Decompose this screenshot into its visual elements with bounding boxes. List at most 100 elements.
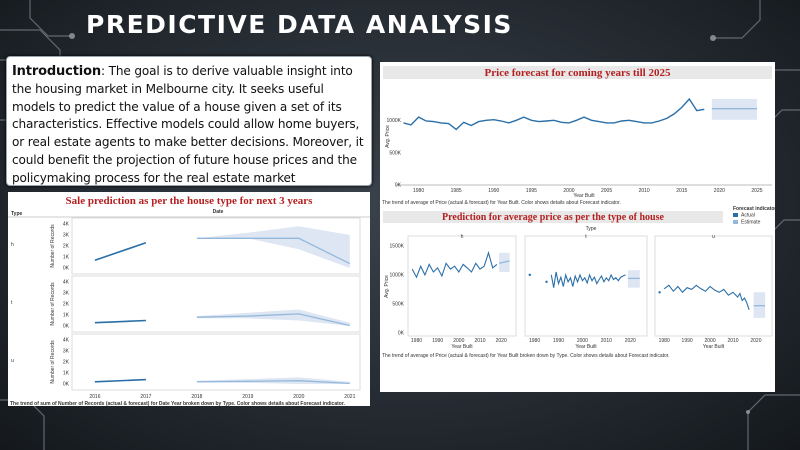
sale-y-tick: 1K (63, 255, 70, 261)
type-chart-title: Prediction for average price as per the … (442, 212, 664, 223)
price-x-tick: 2010 (639, 188, 650, 194)
legend-item-estimate: Estimate (741, 220, 761, 226)
price-x-tick: 2025 (751, 188, 762, 194)
sale-chart-title: Sale prediction as per the house type fo… (65, 195, 313, 207)
sale-estimate-line-u (196, 380, 350, 385)
type-actual-line-t (550, 271, 626, 288)
type-panel-h (407, 235, 517, 337)
type-x-tick: 2000 (704, 338, 715, 344)
sale-panel-label-t: t (11, 300, 13, 306)
type-row-header: Type (11, 211, 23, 217)
sale-estimate-line-t (196, 313, 350, 327)
price-y-tick: 500K (389, 150, 401, 156)
type-x-tick: 2010 (601, 338, 612, 344)
sale-actual-line-t (94, 319, 146, 324)
price-actual-line (403, 97, 705, 131)
sale-forecast-band-h (196, 226, 350, 268)
price-y-tick: 1000K (387, 118, 402, 124)
sale-x-tick: 2021 (344, 394, 355, 400)
price-chart-svg: Avg. Price 0K 500K 1000K 1980 1985 1990 1995 200… (382, 97, 772, 206)
sale-x-tick: 2019 (242, 394, 253, 400)
price-ylabel: Avg. Price (385, 125, 391, 148)
legend-title: Forecast indicator (733, 206, 775, 212)
type-x-tick: 1980 (659, 338, 670, 344)
price-x-tick: 2020 (714, 188, 725, 194)
type-xlabel: Year Built (703, 344, 725, 350)
price-x-tick: 2000 (563, 188, 574, 194)
intro-text: : The goal is to derive valuable insight… (12, 64, 364, 185)
intro-label: Introduction (12, 64, 101, 79)
type-actual-line-h (411, 250, 498, 279)
type-y-tick: 0K (398, 331, 405, 337)
price-x-tick: 1985 (451, 188, 462, 194)
type-panel-label-t: t (585, 234, 587, 240)
sale-chart-svg: Type Date h Number of Records 0K 1K 2K 3K 4K t Num… (8, 209, 370, 406)
type-xlabel: Year Built (451, 344, 473, 350)
legend-swatch-estimate (733, 220, 738, 224)
type-x-tick: 2010 (474, 338, 485, 344)
sale-y-tick: 4K (63, 222, 70, 228)
sale-panel-label-h: h (11, 242, 14, 248)
sale-ylabel-h: Number of Records (50, 224, 56, 268)
price-y-tick: 0K (395, 183, 402, 189)
sale-y-tick: 1K (63, 313, 70, 319)
sale-prediction-chart: Sale prediction as per the house type fo… (8, 192, 370, 406)
type-panel-t (524, 235, 648, 337)
sale-panel-t (71, 275, 361, 333)
type-actual-line-u (663, 284, 750, 310)
type-price-chart: Prediction for average price as per the … (380, 206, 775, 392)
type-estimate-line-h (498, 260, 510, 264)
type-actual-point-t (545, 280, 548, 284)
sale-actual-line-h (94, 241, 147, 262)
sale-ylabel-t: Number of Records (50, 282, 56, 326)
type-x-tick: 2000 (453, 338, 464, 344)
sale-y-tick: 0K (63, 266, 70, 272)
type-actual-point-u (658, 291, 661, 294)
price-footnote: The trend of average of Price (actual & … (382, 200, 621, 206)
sale-y-tick: 0K (63, 324, 70, 330)
type-y-tick: 500K (392, 302, 404, 308)
sale-x-tick: 2016 (89, 394, 100, 400)
sale-x-tick: 2018 (191, 394, 202, 400)
introduction-box: Introduction: The goal is to derive valu… (6, 56, 372, 186)
sale-y-tick: 0K (63, 382, 70, 388)
price-x-tick: 2015 (676, 188, 687, 194)
price-xlabel: Year Built (573, 193, 595, 199)
sale-y-tick: 4K (63, 338, 70, 344)
type-x-tick: 1980 (529, 338, 540, 344)
sale-x-tick: 2020 (293, 394, 304, 400)
legend-item-actual: Actual (741, 213, 755, 219)
price-x-tick: 1980 (413, 188, 424, 194)
sale-x-tick: 2017 (140, 394, 151, 400)
sale-y-tick: 3K (63, 233, 70, 239)
type-y-tick: 1500K (390, 244, 405, 250)
sale-footnote: The trend of sum of Number of Records (a… (10, 401, 345, 406)
sale-y-tick: 3K (63, 291, 70, 297)
type-x-tick: 2020 (496, 338, 507, 344)
type-panel-u (654, 235, 773, 337)
type-panel-label-u: u (712, 234, 715, 240)
type-x-tick: 2010 (727, 338, 738, 344)
type-x-tick: 2020 (750, 338, 761, 344)
sale-actual-line-u (94, 378, 146, 383)
sale-panel-h (71, 217, 361, 275)
type-panel-label-h: h (461, 234, 464, 240)
type-x-tick: 1990 (682, 338, 693, 344)
sale-forecast-band-t (196, 309, 350, 326)
type-x-tick: 2000 (577, 338, 588, 344)
sale-panel-u (71, 333, 361, 391)
sale-ylabel-u: Number of Records (50, 340, 56, 384)
type-footnote: The trend of average of Price (actual & … (382, 353, 670, 359)
type-col-header: Type (586, 226, 597, 232)
sale-y-tick: 2K (63, 302, 70, 308)
price-title-bar (383, 66, 772, 79)
type-chart-svg: Prediction for average price as per the … (382, 206, 775, 359)
sale-y-tick: 3K (63, 349, 70, 355)
date-col-header: Date (213, 209, 224, 215)
type-title-bar (383, 211, 723, 223)
type-x-tick: 1980 (411, 338, 422, 344)
price-chart-title: Price forecast for coming years till 202… (484, 67, 671, 79)
price-x-tick: 1995 (526, 188, 537, 194)
price-x-tick: 1990 (488, 188, 499, 194)
sale-y-tick: 2K (63, 244, 70, 250)
